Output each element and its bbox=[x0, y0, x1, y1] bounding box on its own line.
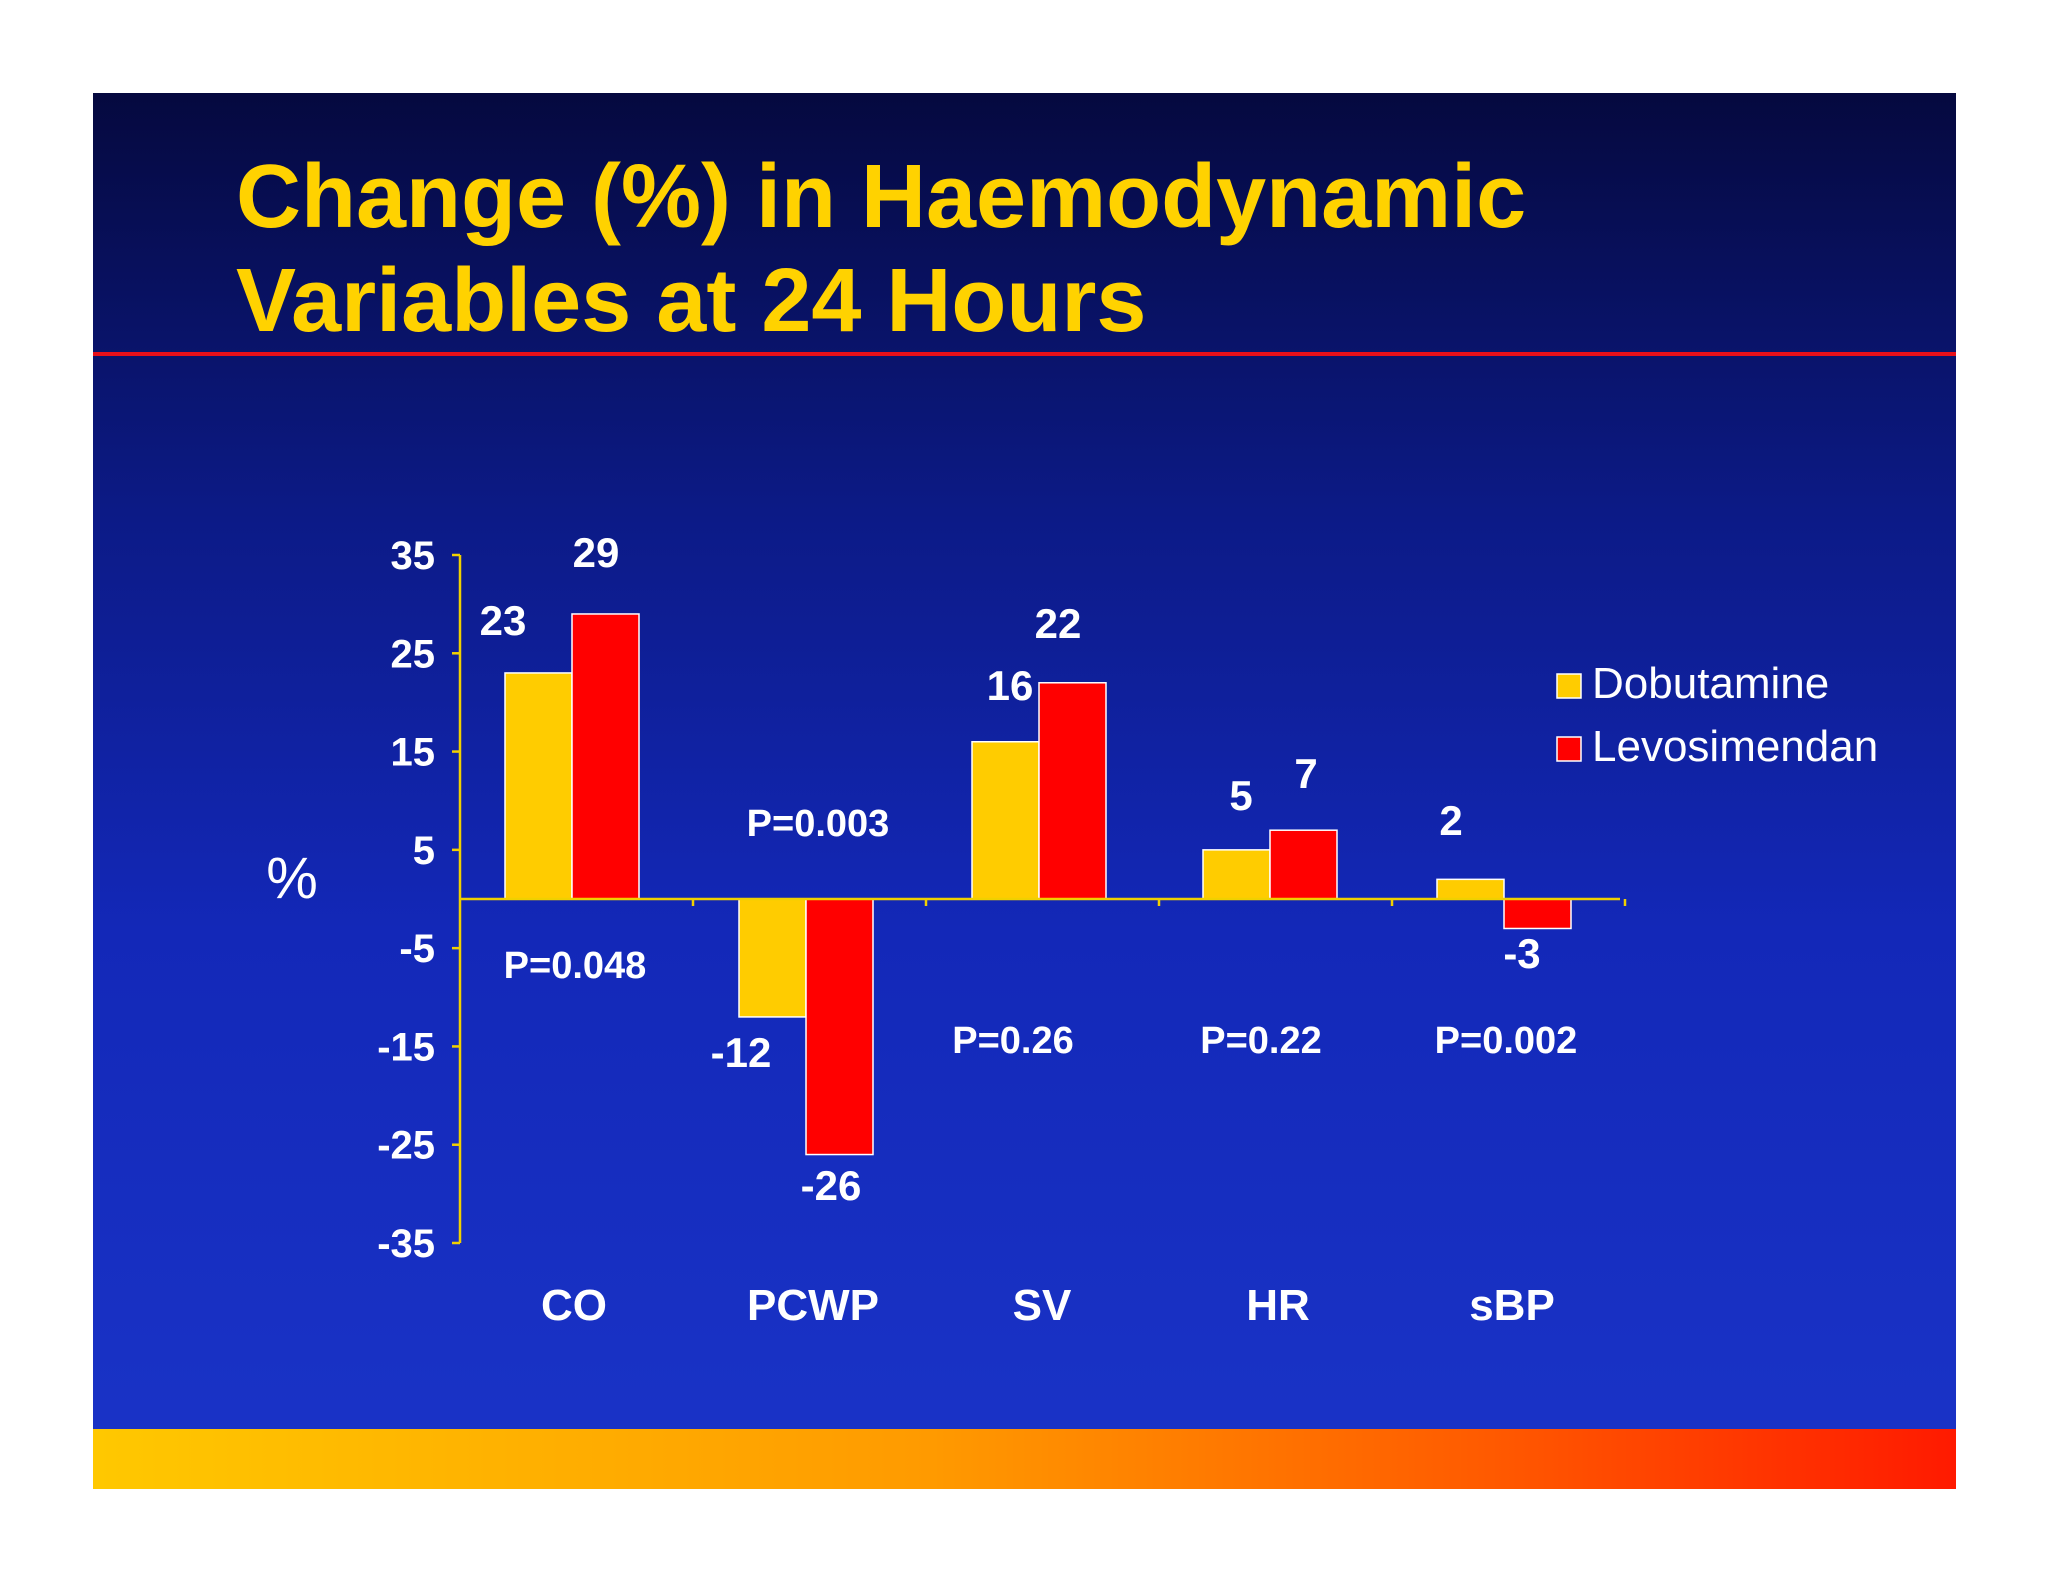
category-labels-layer: CO PCWP SV HR sBP bbox=[541, 1281, 1555, 1330]
category-label: PCWP bbox=[747, 1281, 879, 1330]
data-label: -26 bbox=[801, 1162, 862, 1209]
p-value-label: P=0.002 bbox=[1435, 1020, 1578, 1062]
data-label: -3 bbox=[1503, 930, 1540, 977]
data-label: 2 bbox=[1439, 797, 1462, 844]
bar-levosimendan-co bbox=[571, 613, 640, 900]
legend-swatch-dobutamine bbox=[1556, 673, 1582, 699]
bar-levosimendan-sv bbox=[1038, 682, 1107, 900]
bar-levosimendan-sbp bbox=[1503, 898, 1572, 930]
slide-background: Change (%) in Haemodynamic Variables at … bbox=[93, 93, 1956, 1489]
data-label: 29 bbox=[573, 529, 620, 576]
legend: Dobutamine Levosimendan bbox=[1556, 659, 1878, 771]
title-divider bbox=[93, 352, 1956, 356]
bar-dobutamine-sv bbox=[971, 740, 1040, 900]
y-tick-label: -5 bbox=[399, 927, 435, 971]
tick-labels-layer: 35 25 15 5 -5 -15 -25 -35 bbox=[377, 534, 435, 1266]
y-tick-label: 25 bbox=[391, 632, 436, 676]
bar-dobutamine-co bbox=[504, 672, 573, 900]
y-tick-label: 35 bbox=[391, 534, 436, 578]
gradient-footer-band bbox=[93, 1429, 1956, 1489]
y-tick-label: -35 bbox=[377, 1222, 435, 1266]
legend-label-levosimendan: Levosimendan bbox=[1592, 722, 1878, 771]
bars-layer bbox=[504, 613, 1572, 1156]
category-label: sBP bbox=[1469, 1281, 1555, 1330]
category-label: HR bbox=[1246, 1281, 1310, 1330]
p-value-label: P=0.22 bbox=[1200, 1020, 1322, 1062]
legend-swatch-levosimendan bbox=[1556, 736, 1582, 762]
data-label: -12 bbox=[711, 1029, 772, 1076]
y-tick-label: -25 bbox=[377, 1124, 435, 1168]
bar-dobutamine-sbp bbox=[1436, 878, 1505, 900]
axes-layer bbox=[452, 553, 1627, 1245]
category-label: CO bbox=[541, 1281, 607, 1330]
data-label: 5 bbox=[1229, 772, 1252, 819]
y-tick-label: 5 bbox=[413, 829, 435, 873]
y-axis-label: % bbox=[266, 846, 318, 911]
legend-label-dobutamine: Dobutamine bbox=[1592, 659, 1829, 708]
slide-title: Change (%) in Haemodynamic Variables at … bbox=[236, 147, 1527, 351]
category-label: SV bbox=[1013, 1281, 1072, 1330]
p-value-label: P=0.048 bbox=[504, 945, 647, 987]
p-values-layer: P=0.048 P=0.003 P=0.26 P=0.22 P=0.002 bbox=[504, 803, 1578, 1062]
p-value-label: P=0.003 bbox=[747, 803, 890, 845]
data-label: 23 bbox=[480, 597, 527, 644]
bar-dobutamine-hr bbox=[1202, 849, 1271, 900]
data-label: 7 bbox=[1294, 750, 1317, 797]
p-value-label: P=0.26 bbox=[952, 1020, 1074, 1062]
data-labels-layer: 23 -12 16 5 2 29 -26 22 7 -3 bbox=[480, 529, 1541, 1209]
y-tick-label: -15 bbox=[377, 1025, 435, 1069]
bar-levosimendan-pcwp bbox=[805, 898, 874, 1156]
data-label: 16 bbox=[987, 662, 1034, 709]
data-label: 22 bbox=[1035, 600, 1082, 647]
bar-dobutamine-pcwp bbox=[738, 898, 807, 1018]
y-tick-label: 15 bbox=[391, 731, 436, 775]
bar-levosimendan-hr bbox=[1269, 829, 1338, 900]
